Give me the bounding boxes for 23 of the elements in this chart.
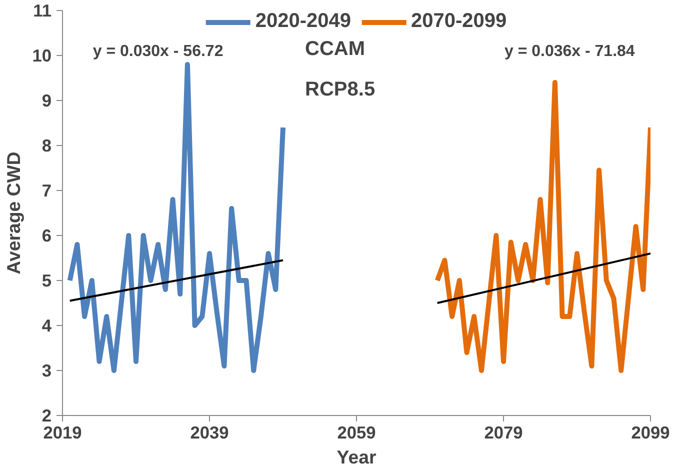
y-tick-label: 7	[42, 180, 52, 200]
legend-label: 2070-2099	[411, 10, 507, 33]
annotation: y = 0.030x - 56.72	[92, 43, 224, 60]
x-axis-title: Year	[336, 446, 376, 468]
y-tick-label: 3	[42, 360, 52, 380]
x-tick-label: 2039	[190, 422, 229, 442]
x-tick-label: 2099	[631, 422, 670, 442]
x-tick-label: 2059	[337, 422, 376, 442]
y-tick-label: 8	[42, 136, 52, 156]
y-tick-label: 10	[32, 46, 52, 66]
y-tick-label: 6	[42, 226, 52, 246]
x-tick-label: 2079	[484, 422, 523, 442]
y-tick-label: 2	[42, 406, 52, 426]
y-tick-label: 4	[42, 316, 52, 336]
y-tick-label: 11	[33, 0, 52, 20]
y-axis-title: Average CWD	[3, 152, 24, 274]
annotation: RCP8.5	[305, 78, 376, 100]
y-tick-label: 9	[42, 90, 52, 110]
annotation: CCAM	[305, 38, 366, 60]
annotation: y = 0.036x - 71.84	[504, 43, 635, 60]
x-tick-label: 2019	[43, 422, 82, 442]
y-tick-label: 5	[42, 270, 52, 290]
legend-label: 2020-2049	[255, 10, 351, 33]
